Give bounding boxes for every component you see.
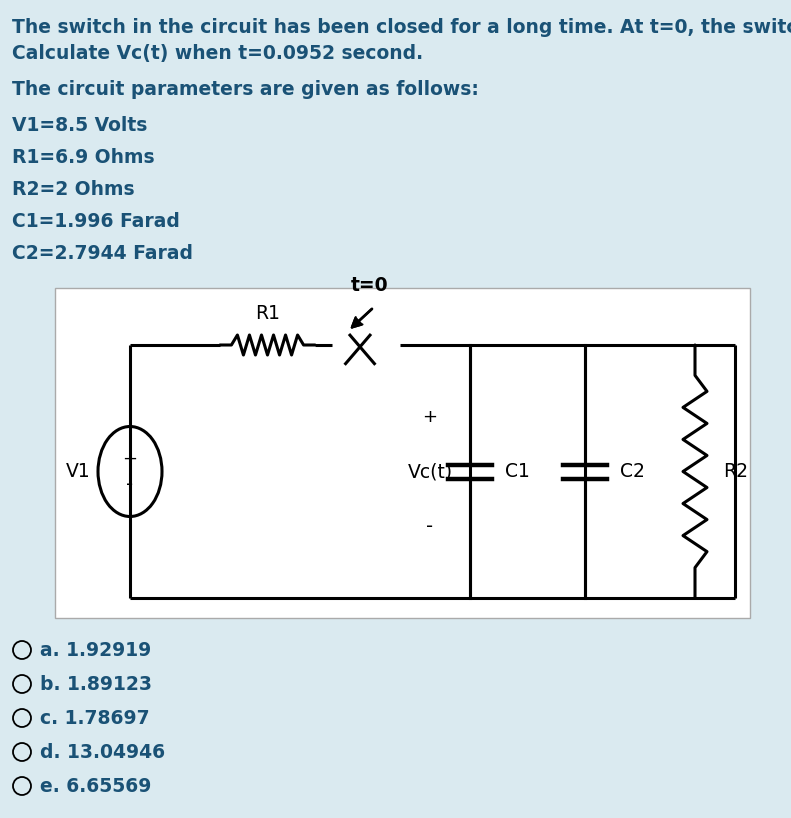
Text: The circuit parameters are given as follows:: The circuit parameters are given as foll… [12,80,479,99]
Text: C2=2.7944 Farad: C2=2.7944 Farad [12,244,193,263]
Text: V1=8.5 Volts: V1=8.5 Volts [12,116,147,135]
Bar [55,288,750,618]
Text: Calculate Vc(t) when t=0.0952 second.: Calculate Vc(t) when t=0.0952 second. [12,44,423,63]
Text: C1=1.996 Farad: C1=1.996 Farad [12,212,180,231]
Text: b. 1.89123: b. 1.89123 [40,675,152,694]
Text: C2: C2 [620,462,645,481]
Ellipse shape [98,426,162,516]
Text: +: + [123,450,138,468]
Text: Vc(t): Vc(t) [407,462,452,481]
Text: The switch in the circuit has been closed for a long time. At t=0, the switch is: The switch in the circuit has been close… [12,18,791,37]
Text: R2: R2 [723,462,748,481]
Text: V1: V1 [66,462,90,481]
Text: -: - [127,475,134,494]
Text: C1: C1 [505,462,530,481]
Text: R1: R1 [255,304,280,323]
Text: c. 1.78697: c. 1.78697 [40,708,149,727]
Text: -: - [426,517,433,536]
Text: R2=2 Ohms: R2=2 Ohms [12,180,134,199]
Text: d. 13.04946: d. 13.04946 [40,743,165,762]
Text: a. 1.92919: a. 1.92919 [40,640,151,659]
Text: t=0: t=0 [351,276,389,295]
Text: R1=6.9 Ohms: R1=6.9 Ohms [12,148,154,167]
Text: +: + [422,407,437,425]
Text: e. 6.65569: e. 6.65569 [40,776,151,795]
